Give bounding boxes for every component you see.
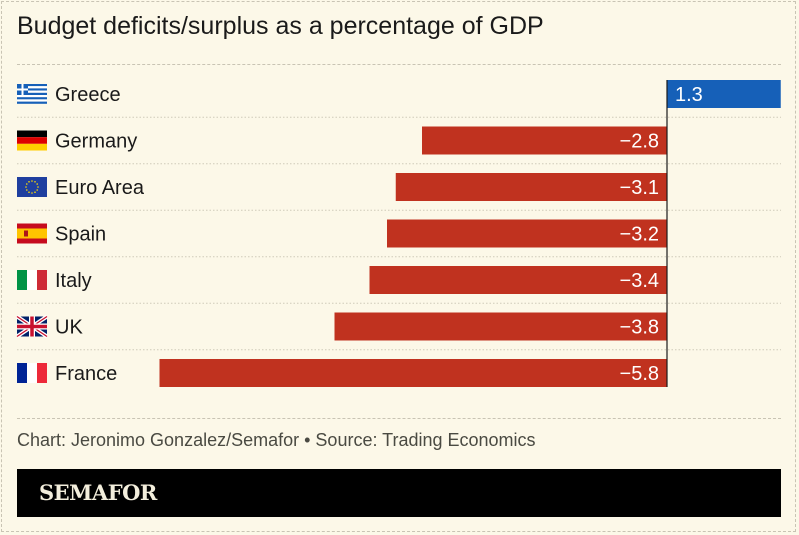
bar-row: Greece 1.3 bbox=[17, 80, 781, 108]
value-label: −2.8 bbox=[620, 131, 659, 153]
value-label: −3.8 bbox=[620, 317, 659, 339]
bar bbox=[369, 266, 667, 294]
bar bbox=[667, 80, 781, 108]
top-divider bbox=[17, 64, 781, 65]
bar-row: France −5.8 bbox=[17, 349, 781, 387]
bar-row: Euro Area −3.1 bbox=[17, 163, 781, 201]
bar bbox=[159, 359, 667, 387]
value-label: −3.1 bbox=[620, 177, 659, 199]
uk-flag-icon bbox=[15, 314, 49, 339]
value-label: −3.4 bbox=[620, 270, 659, 292]
bar bbox=[422, 126, 667, 155]
value-label: 1.3 bbox=[675, 84, 703, 106]
germany-flag-icon bbox=[17, 130, 47, 151]
bottom-divider bbox=[17, 418, 781, 419]
spain-flag-icon bbox=[17, 223, 47, 244]
chart-title: Budget deficits/surplus as a percentage … bbox=[17, 12, 544, 40]
italy-flag-icon bbox=[17, 270, 47, 290]
france-flag-icon bbox=[17, 363, 47, 383]
bar bbox=[387, 219, 667, 248]
category-label: Spain bbox=[55, 224, 106, 246]
category-label: France bbox=[55, 363, 117, 385]
bar bbox=[395, 173, 667, 201]
source-note: Chart: Jeronimo Gonzalez/Semafor • Sourc… bbox=[17, 430, 536, 450]
value-label: −5.8 bbox=[620, 363, 659, 385]
category-label: Italy bbox=[55, 270, 92, 292]
semafor-logo: SEMAFOR bbox=[39, 480, 157, 505]
bar-row: UK −3.8 bbox=[15, 302, 781, 341]
category-label: Euro Area bbox=[55, 177, 145, 199]
greece-flag-icon bbox=[17, 84, 47, 104]
eu-flag-icon bbox=[17, 177, 47, 197]
category-label: Greece bbox=[55, 84, 121, 106]
bar bbox=[334, 312, 667, 341]
value-label: −3.2 bbox=[620, 224, 659, 246]
category-label: Germany bbox=[55, 131, 137, 153]
bar-row: Spain −3.2 bbox=[17, 209, 781, 248]
footer-bar: SEMAFOR bbox=[17, 469, 781, 517]
category-label: UK bbox=[55, 317, 83, 339]
bar-row: Italy −3.4 bbox=[17, 256, 781, 294]
bar-row: Germany −2.8 bbox=[17, 116, 781, 155]
